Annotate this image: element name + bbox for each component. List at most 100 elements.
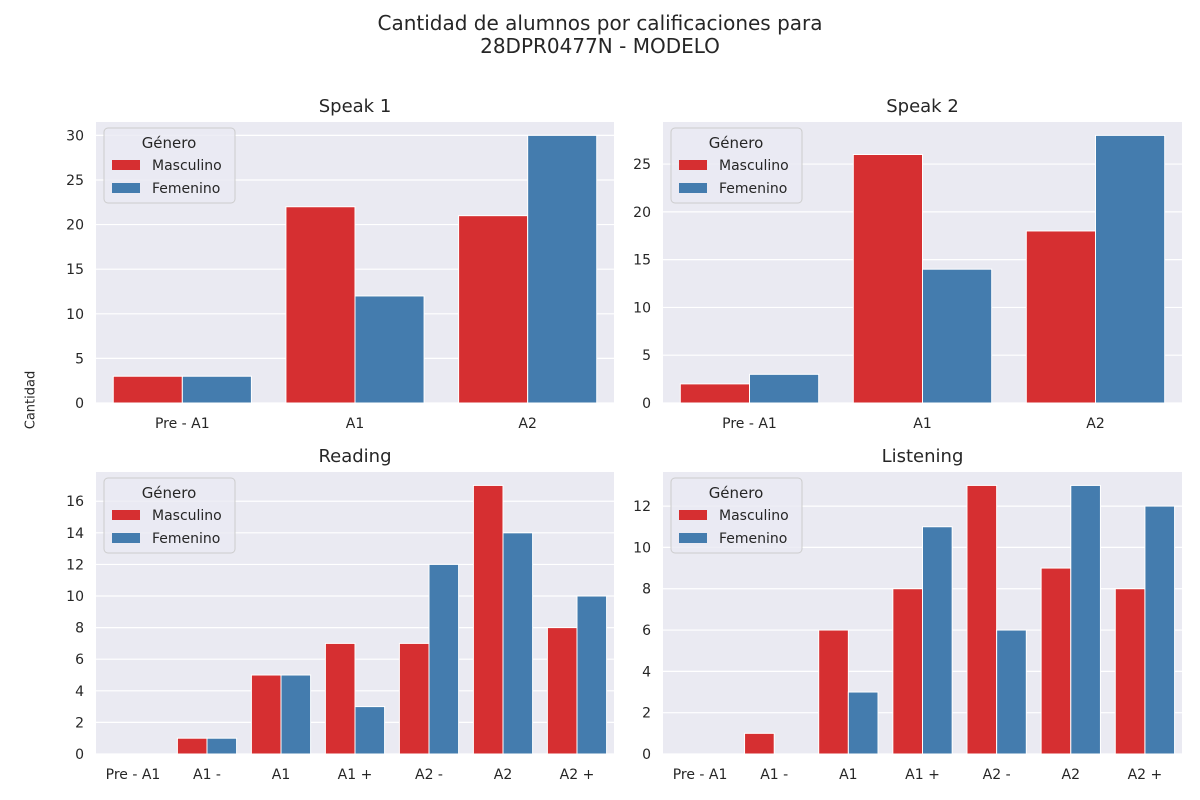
x-tick-label: A1 [913,416,931,432]
legend-label-femenino: Femenino [719,181,787,197]
bar-femenino [181,375,252,404]
bar-femenino [922,268,993,404]
y-tick-label: 0 [75,747,84,763]
y-tick-label: 10 [66,589,84,605]
legend-swatch-masculino [679,510,707,520]
legend-title: Género [142,134,197,152]
x-tick-label: Pre - A1 [106,767,161,783]
bar-masculino [176,737,208,755]
legend-swatch-masculino [112,160,140,170]
legend-label-femenino: Femenino [152,531,220,547]
legend-label-masculino: Masculino [719,508,789,524]
chart-title: Listening [882,446,964,467]
legend: Género Masculino Femenino [103,477,236,554]
figure-title-line-1: Cantidad de alumnos por calificaciones p… [377,11,823,35]
legend: Género Masculino Femenino [103,127,236,204]
bar-masculino [250,674,282,755]
bar-femenino [1070,484,1101,755]
legend-swatch-femenino [679,183,707,193]
x-tick-label: A2 - [983,767,1011,783]
bar-masculino [398,642,430,755]
x-tick-label: A1 [272,767,290,783]
legend-title: Género [142,484,197,502]
y-tick-label: 15 [66,262,84,278]
bar-masculino [546,627,578,755]
x-tick-label: A1 + [338,767,373,783]
bar-femenino [206,737,238,755]
y-tick-label: 0 [642,747,651,763]
x-tick-label: A1 [346,416,364,432]
y-tick-label: 0 [75,396,84,412]
bar-masculino [472,484,504,755]
chart-title: Reading [318,446,391,467]
y-tick-label: 8 [642,582,651,598]
legend: Género Masculino Femenino [670,477,803,554]
bar-femenino [576,595,608,755]
legend-swatch-femenino [112,183,140,193]
y-tick-label: 5 [75,351,84,367]
chart-panel-1: 0 5 10 15 20 25 30 Pre - A1 A1 A2 Speak 1 Género Mas… [66,96,614,432]
legend-label-masculino: Masculino [152,508,222,524]
bar-femenino [502,532,534,755]
chart-title: Speak 2 [886,96,959,117]
y-tick-label: 5 [642,348,651,364]
y-tick-label: 2 [75,715,84,731]
x-tick-label: A2 [1086,416,1104,432]
x-tick-label: Pre - A1 [155,416,210,432]
bar-femenino [428,563,460,755]
legend: Género Masculino Femenino [670,127,803,204]
y-tick-label: 15 [633,253,651,269]
y-tick-label: 8 [75,621,84,637]
figure-title: Cantidad de alumnos por calificaciones p… [0,12,1200,58]
bar-masculino [285,206,356,404]
x-tick-label: Pre - A1 [722,416,777,432]
bar-masculino [112,375,183,404]
bar-masculino [818,629,849,755]
x-tick-label: A2 - [415,767,443,783]
y-tick-label: 6 [75,652,84,668]
chart-panel-2: 0 5 10 15 20 25 Pre - A1 A1 A2 Speak 2 Género Mascu… [633,96,1182,432]
legend-label-masculino: Masculino [152,158,222,174]
y-tick-label: 2 [642,706,651,722]
y-tick-label: 4 [642,664,651,680]
x-tick-label: A2 + [560,767,595,783]
y-tick-label: 12 [633,499,651,515]
bar-femenino [847,691,879,755]
figure-title-line-2: 28DPR0477N - MODELO [480,34,720,58]
bar-femenino [996,629,1027,755]
y-tick-label: 30 [66,128,84,144]
y-tick-label: 14 [66,526,84,542]
y-tick-label: 10 [66,307,84,323]
bar-femenino [1144,505,1176,755]
chart-panel-3: 0 2 4 6 8 10 12 14 16 Pre - A1 A1 - A1 A1 + A2 - A2 A2 … [66,446,614,783]
y-tick-label: 10 [633,540,651,556]
legend-label-femenino: Femenino [152,181,220,197]
y-tick-label: 4 [75,684,84,700]
y-tick-label: 12 [66,557,84,573]
y-tick-label: 10 [633,300,651,316]
legend-swatch-femenino [112,533,140,543]
x-tick-label: A2 [1062,767,1080,783]
x-tick-label: A1 + [905,767,940,783]
x-tick-label: A2 + [1128,767,1163,783]
legend-swatch-femenino [679,533,707,543]
x-tick-label: Pre - A1 [673,767,728,783]
chart-title: Speak 1 [319,96,392,117]
bar-masculino [892,588,923,755]
y-tick-label: 16 [66,494,84,510]
bar-femenino [527,134,598,404]
bar-femenino [354,295,425,404]
x-tick-label: A2 [494,767,512,783]
bar-masculino [1040,567,1072,755]
bar-masculino [852,153,923,404]
legend-swatch-masculino [112,510,140,520]
y-tick-label: 20 [66,218,84,234]
legend-label-femenino: Femenino [719,531,787,547]
y-tick-label: 0 [642,396,651,412]
legend-title: Género [709,484,764,502]
bar-masculino [679,383,750,404]
legend-title: Género [709,134,764,152]
y-tick-label: 20 [633,205,651,221]
x-tick-label: A1 [839,767,857,783]
